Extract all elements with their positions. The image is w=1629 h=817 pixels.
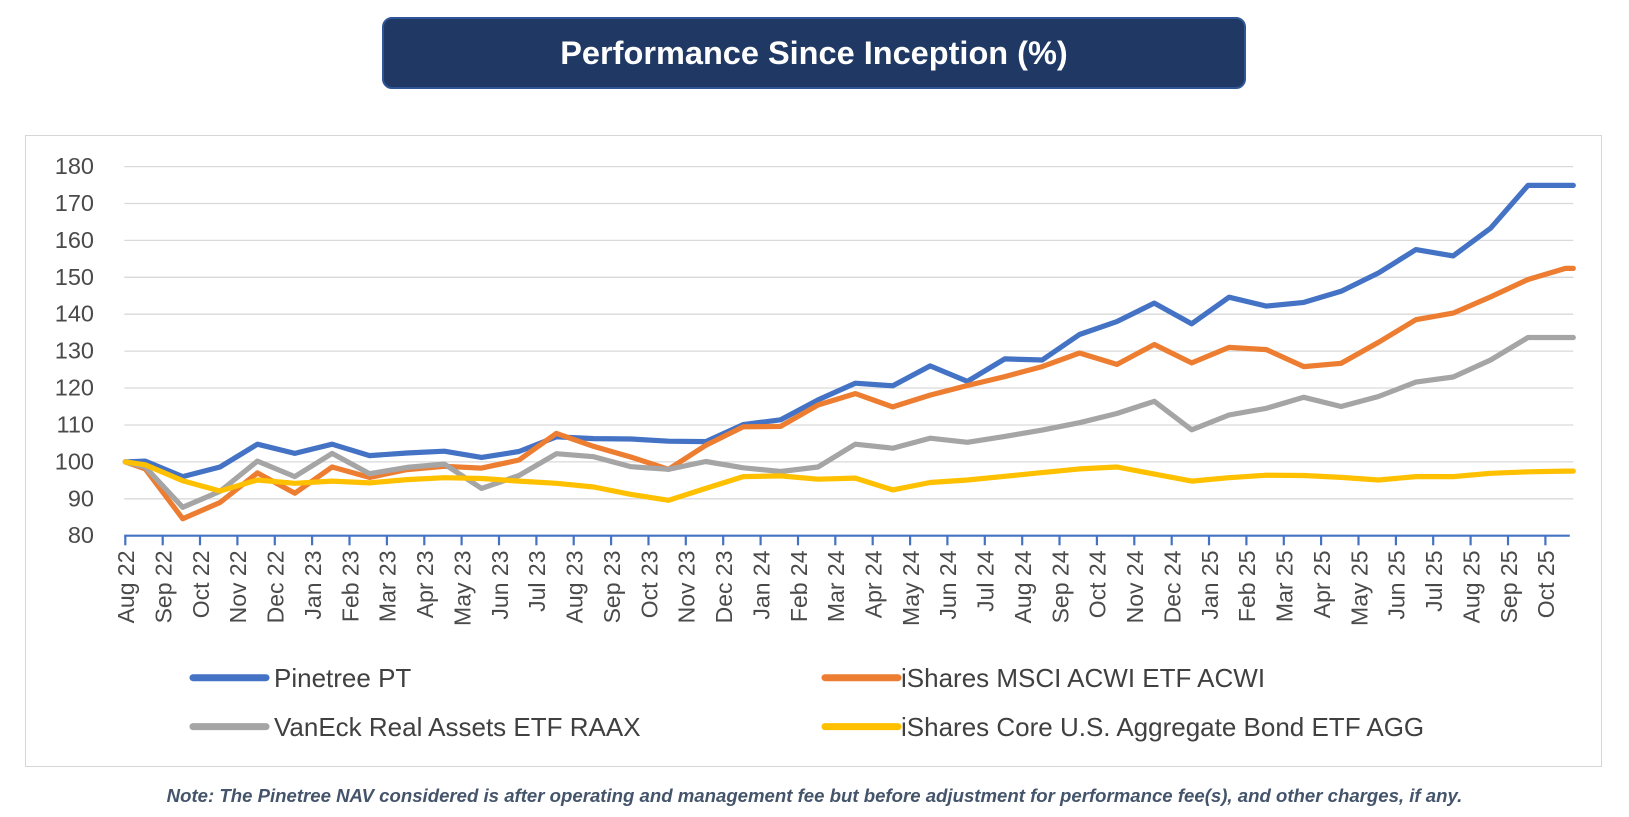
svg-text:90: 90: [68, 485, 94, 511]
svg-text:Jun 24: Jun 24: [935, 550, 961, 619]
svg-text:Jul 23: Jul 23: [524, 551, 550, 612]
svg-text:Apr 23: Apr 23: [412, 551, 438, 619]
svg-text:Mar 25: Mar 25: [1272, 551, 1298, 623]
svg-text:Jul 25: Jul 25: [1421, 551, 1447, 612]
svg-text:iShares Core U.S. Aggregate Bo: iShares Core U.S. Aggregate Bond ETF AGG: [901, 712, 1424, 742]
svg-text:160: 160: [55, 227, 94, 253]
svg-text:Mar 24: Mar 24: [823, 550, 849, 622]
svg-text:Apr 24: Apr 24: [861, 550, 887, 618]
svg-text:Dec 23: Dec 23: [711, 551, 737, 624]
svg-text:Jun 23: Jun 23: [487, 551, 513, 620]
svg-text:May 25: May 25: [1346, 551, 1372, 626]
svg-text:80: 80: [68, 522, 94, 548]
svg-text:Oct 23: Oct 23: [636, 551, 662, 619]
svg-text:Sep 22: Sep 22: [151, 551, 177, 624]
svg-text:Jan 23: Jan 23: [300, 551, 326, 620]
svg-text:Aug 24: Aug 24: [1010, 550, 1036, 623]
svg-text:Jun 25: Jun 25: [1384, 551, 1410, 620]
svg-text:180: 180: [55, 153, 94, 179]
svg-text:Oct 22: Oct 22: [188, 551, 214, 619]
svg-text:Nov 22: Nov 22: [225, 551, 251, 624]
svg-text:100: 100: [55, 448, 94, 474]
svg-text:Mar 23: Mar 23: [375, 551, 401, 623]
svg-text:140: 140: [55, 301, 94, 327]
svg-text:170: 170: [55, 190, 94, 216]
svg-text:VanEck Real Assets ETF RAAX: VanEck Real Assets ETF RAAX: [274, 712, 641, 742]
svg-text:Jan 24: Jan 24: [748, 550, 774, 619]
svg-text:150: 150: [55, 264, 94, 290]
svg-text:Aug 22: Aug 22: [113, 551, 139, 624]
svg-text:Sep 23: Sep 23: [599, 551, 625, 624]
svg-text:Oct 25: Oct 25: [1533, 551, 1559, 619]
svg-text:Dec 22: Dec 22: [263, 551, 289, 624]
svg-text:May 24: May 24: [898, 550, 924, 626]
svg-text:Feb 23: Feb 23: [337, 551, 363, 623]
svg-text:Aug 23: Aug 23: [562, 551, 588, 624]
svg-text:Jul 24: Jul 24: [973, 550, 999, 612]
svg-text:Dec 24: Dec 24: [1160, 550, 1186, 623]
svg-text:Jan 25: Jan 25: [1197, 551, 1223, 620]
svg-text:Pinetree PT: Pinetree PT: [274, 663, 411, 693]
svg-text:Nov 24: Nov 24: [1122, 550, 1148, 623]
svg-text:130: 130: [55, 338, 94, 364]
svg-text:May 23: May 23: [449, 551, 475, 626]
svg-text:Sep 24: Sep 24: [1047, 550, 1073, 623]
svg-text:iShares MSCI ACWI ETF ACWI: iShares MSCI ACWI ETF ACWI: [901, 663, 1265, 693]
svg-text:120: 120: [55, 375, 94, 401]
svg-text:Feb 25: Feb 25: [1234, 551, 1260, 623]
svg-text:110: 110: [57, 412, 94, 438]
svg-text:Apr 25: Apr 25: [1309, 551, 1335, 619]
svg-text:Feb 24: Feb 24: [786, 550, 812, 622]
svg-text:Aug 25: Aug 25: [1458, 551, 1484, 624]
svg-text:Sep 25: Sep 25: [1496, 551, 1522, 624]
svg-text:Oct 24: Oct 24: [1085, 550, 1111, 618]
svg-text:Nov 23: Nov 23: [674, 551, 700, 624]
